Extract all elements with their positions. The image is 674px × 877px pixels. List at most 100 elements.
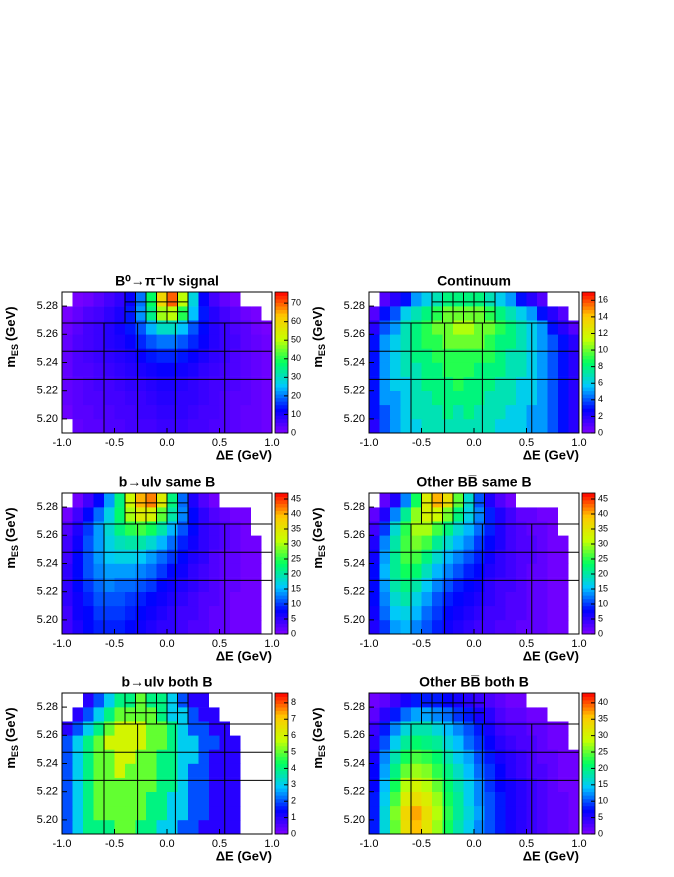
colorbar-label: 12	[598, 328, 608, 338]
cell	[379, 334, 391, 349]
colorbar-band	[582, 397, 595, 402]
cell	[453, 334, 464, 349]
colorbar-band	[582, 429, 595, 434]
cell	[135, 819, 147, 835]
cell	[156, 605, 168, 621]
cell	[537, 549, 548, 564]
cell	[146, 591, 157, 607]
cell	[177, 507, 189, 522]
cell	[400, 292, 412, 307]
colorbar-band	[275, 559, 288, 564]
cell	[537, 693, 548, 708]
cell	[198, 577, 210, 592]
cell	[421, 805, 433, 821]
cell	[188, 390, 199, 406]
cell	[505, 749, 517, 764]
cell	[230, 563, 241, 578]
cell	[411, 376, 422, 391]
cell	[251, 521, 262, 536]
cell	[62, 605, 73, 621]
cell	[83, 320, 94, 335]
cell	[83, 563, 94, 578]
colorbar-band	[275, 574, 288, 578]
cell	[537, 390, 548, 406]
cell	[453, 619, 464, 635]
cell	[156, 320, 168, 335]
cell	[146, 819, 157, 835]
cell	[421, 334, 433, 349]
cell	[463, 306, 475, 321]
colorbar-band	[582, 411, 595, 416]
cell	[369, 306, 380, 321]
cell	[369, 563, 380, 578]
colorbar-band	[582, 830, 595, 835]
colorbar-band	[582, 521, 595, 526]
cell	[135, 577, 147, 592]
x-tick-label: 0.0	[159, 638, 174, 650]
cell	[400, 535, 412, 550]
cell	[135, 591, 147, 607]
cell	[83, 390, 94, 406]
cell	[432, 348, 443, 363]
cell	[495, 549, 506, 564]
x-tick-label: -1.0	[360, 437, 379, 449]
colorbar-band	[275, 355, 288, 360]
colorbar-label: 5	[598, 613, 603, 623]
cell	[537, 763, 548, 778]
cell	[209, 591, 220, 607]
colorbar-band	[275, 693, 288, 697]
cell	[156, 735, 168, 750]
cell	[547, 404, 559, 420]
cell	[125, 493, 136, 508]
cell	[83, 549, 94, 564]
cell	[495, 320, 506, 335]
cell	[432, 493, 443, 508]
cell	[156, 390, 168, 406]
cell	[379, 320, 391, 335]
cell	[198, 605, 210, 621]
cell	[453, 735, 464, 750]
colorbar-label: 10	[291, 409, 301, 419]
colorbar-band	[275, 781, 288, 786]
cell	[421, 735, 433, 750]
cell	[72, 563, 84, 578]
cell	[62, 535, 73, 550]
cell	[198, 521, 210, 536]
cell	[198, 334, 210, 349]
cell	[558, 707, 569, 722]
cell	[251, 306, 262, 321]
colorbar-label: 14	[598, 311, 608, 321]
cell	[547, 749, 559, 764]
colorbar-band	[275, 542, 288, 547]
cell	[442, 591, 454, 607]
cell	[463, 591, 475, 607]
cell	[251, 390, 262, 406]
colorbar-band	[275, 721, 288, 726]
cell	[135, 348, 147, 363]
cell	[261, 735, 273, 750]
cell	[72, 707, 84, 722]
cell	[156, 763, 168, 778]
cell	[146, 376, 157, 391]
cell	[261, 693, 273, 708]
cell	[537, 320, 548, 335]
cell	[379, 348, 391, 363]
cell	[251, 404, 262, 420]
cell	[474, 404, 485, 420]
cell	[547, 549, 559, 564]
cell	[537, 605, 548, 621]
cell	[432, 334, 443, 349]
y-tick-label: 5.20	[37, 614, 58, 626]
cell	[442, 521, 454, 536]
cell	[379, 362, 391, 377]
cell	[198, 563, 210, 578]
cell	[251, 819, 262, 835]
cell	[568, 334, 580, 349]
cell	[240, 549, 252, 564]
colorbar-band	[582, 756, 595, 761]
cell	[93, 390, 105, 406]
cell	[369, 819, 380, 835]
cell	[463, 390, 475, 406]
colorbar-band	[275, 777, 288, 782]
cell	[505, 521, 517, 536]
